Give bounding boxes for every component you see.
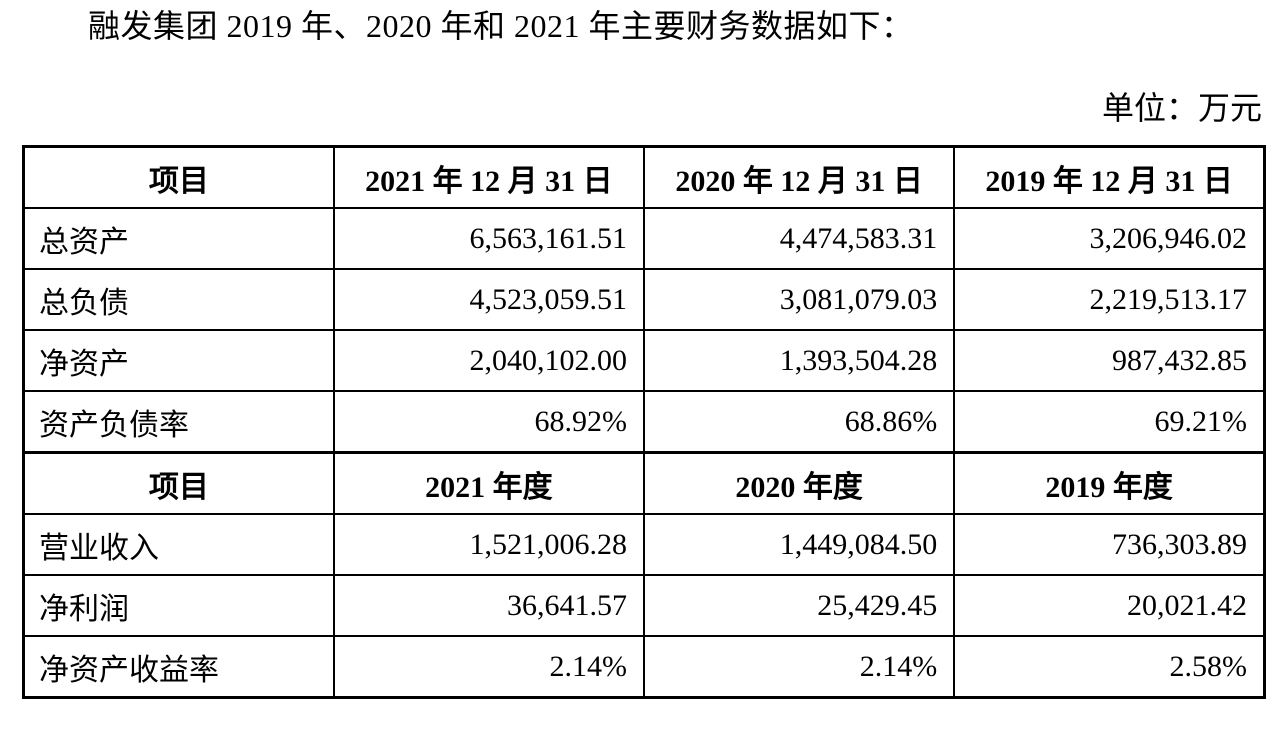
table-row-net-profit: 净利润 36,641.57 25,429.45 20,021.42 (22, 574, 1266, 637)
cell-value: 1,521,006.28 (332, 513, 646, 576)
cell-value: 6,563,161.51 (332, 207, 646, 270)
cell-value: 4,523,059.51 (332, 268, 646, 331)
balance-header-2019: 2019 年 12 月 31 日 (953, 145, 1266, 209)
cell-value: 1,393,504.28 (642, 329, 956, 392)
document-page: 融发集团 2019 年、2020 年和 2021 年主要财务数据如下： 单位：万… (0, 6, 1288, 699)
balance-header-2021: 2021 年 12 月 31 日 (332, 145, 646, 209)
table-row-total-assets: 总资产 6,563,161.51 4,474,583.31 3,206,946.… (22, 207, 1266, 270)
cell-value: 2,040,102.00 (332, 329, 646, 392)
balance-header-2020: 2020 年 12 月 31 日 (642, 145, 956, 209)
row-label: 净资产收益率 (22, 635, 335, 699)
table-row-net-assets: 净资产 2,040,102.00 1,393,504.28 987,432.85 (22, 329, 1266, 392)
income-header-2020: 2020 年度 (642, 451, 956, 515)
cell-value: 2.58% (953, 635, 1266, 699)
cell-value: 2.14% (642, 635, 956, 699)
table-row-operating-revenue: 营业收入 1,521,006.28 1,449,084.50 736,303.8… (22, 513, 1266, 576)
cell-value: 987,432.85 (953, 329, 1266, 392)
financial-table: 项目 2021 年 12 月 31 日 2020 年 12 月 31 日 201… (22, 145, 1266, 699)
unit-label: 单位：万元 (1101, 90, 1262, 126)
income-header-2019: 2019 年度 (953, 451, 1266, 515)
row-label: 营业收入 (22, 513, 335, 576)
cell-value: 1,449,084.50 (642, 513, 956, 576)
cell-value: 2,219,513.17 (953, 268, 1266, 331)
cell-value: 69.21% (953, 390, 1266, 454)
table-row-debt-ratio: 资产负债率 68.92% 68.86% 69.21% (22, 390, 1266, 454)
cell-value: 2.14% (332, 635, 646, 699)
cell-value: 3,081,079.03 (642, 268, 956, 331)
table-row-roe: 净资产收益率 2.14% 2.14% 2.58% (22, 635, 1266, 699)
table-row-total-liabilities: 总负债 4,523,059.51 3,081,079.03 2,219,513.… (22, 268, 1266, 331)
cell-value: 36,641.57 (332, 574, 646, 637)
cell-value: 20,021.42 (953, 574, 1266, 637)
cell-value: 3,206,946.02 (953, 207, 1266, 270)
row-label: 净利润 (22, 574, 335, 637)
cell-value: 736,303.89 (953, 513, 1266, 576)
cell-value: 68.92% (332, 390, 646, 454)
income-header-row: 项目 2021 年度 2020 年度 2019 年度 (22, 451, 1266, 515)
cell-value: 68.86% (642, 390, 956, 454)
cell-value: 4,474,583.31 (642, 207, 956, 270)
income-header-2021: 2021 年度 (332, 451, 646, 515)
row-label: 净资产 (22, 329, 335, 392)
cell-value: 25,429.45 (642, 574, 956, 637)
balance-header-item: 项目 (22, 145, 335, 209)
page-title: 融发集团 2019 年、2020 年和 2021 年主要财务数据如下： (88, 8, 914, 44)
row-label: 总负债 (22, 268, 335, 331)
row-label: 总资产 (22, 207, 335, 270)
row-label: 资产负债率 (22, 390, 335, 454)
income-header-item: 项目 (22, 451, 335, 515)
balance-header-row: 项目 2021 年 12 月 31 日 2020 年 12 月 31 日 201… (22, 145, 1266, 209)
